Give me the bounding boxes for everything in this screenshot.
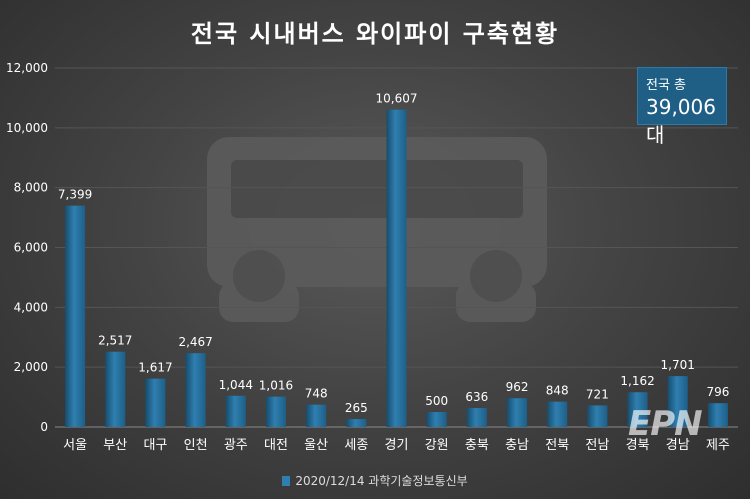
- data-label: 10,607: [376, 92, 418, 106]
- bar: [466, 407, 487, 427]
- x-tick-label: 전북: [545, 438, 569, 453]
- data-label: 2,517: [98, 334, 132, 348]
- bar: [346, 419, 367, 427]
- bar: [306, 404, 327, 427]
- data-label: 796: [706, 385, 729, 399]
- legend-swatch: [282, 476, 291, 486]
- data-label: 2,467: [178, 335, 212, 349]
- data-label: 748: [305, 387, 328, 401]
- total-count-box: 전국 총 39,006대: [637, 67, 727, 147]
- y-tick-label: 10,000: [6, 121, 48, 135]
- data-label: 721: [586, 387, 609, 401]
- bar: [426, 412, 447, 427]
- bar: [587, 405, 608, 427]
- data-label: 1,044: [219, 378, 253, 392]
- data-label: 265: [345, 401, 368, 415]
- y-tick-label: 8,000: [14, 181, 48, 195]
- chart-legend: 2020/12/14 과학기술정보통신부: [0, 472, 750, 489]
- data-label: 1,701: [661, 358, 695, 372]
- x-tick-label: 서울: [63, 438, 87, 453]
- data-label: 848: [546, 384, 569, 398]
- bar: [65, 205, 86, 427]
- y-tick-label: 4,000: [14, 300, 48, 314]
- x-tick-label: 부산: [103, 438, 127, 453]
- x-tick-label: 경남: [666, 438, 690, 453]
- bar: [105, 351, 126, 427]
- data-label: 500: [425, 394, 448, 408]
- x-tick-label: 강원: [425, 438, 449, 453]
- epn-logo: EPN: [628, 404, 703, 444]
- x-tick-label: 경기: [385, 438, 409, 453]
- total-count-label: 전국 총: [646, 78, 687, 93]
- data-label: 1,162: [620, 374, 654, 388]
- data-label: 962: [506, 380, 529, 394]
- bar: [265, 396, 286, 427]
- y-tick-label: 12,000: [6, 61, 48, 75]
- x-tick-label: 울산: [304, 438, 328, 453]
- legend-label: 2020/12/14 과학기술정보통신부: [295, 474, 468, 488]
- data-label: 7,399: [58, 188, 92, 202]
- bar: [667, 376, 688, 427]
- x-tick-label: 충북: [465, 438, 489, 453]
- x-tick-label: 제주: [706, 438, 730, 453]
- y-tick-label: 6,000: [14, 241, 48, 255]
- bar: [547, 401, 568, 427]
- data-label: 1,016: [259, 379, 293, 393]
- bar: [707, 403, 728, 427]
- x-tick-label: 광주: [224, 438, 248, 453]
- y-tick-label: 0: [40, 420, 48, 434]
- y-tick-label: 2,000: [14, 360, 48, 374]
- bar: [145, 378, 166, 427]
- x-tick-label: 전남: [585, 438, 609, 453]
- x-tick-label: 충남: [505, 438, 529, 453]
- bus-icon: [207, 137, 547, 322]
- x-tick-label: 대전: [264, 438, 288, 453]
- x-tick-label: 대구: [143, 438, 167, 453]
- x-tick-label: 인천: [184, 438, 208, 453]
- bar: [225, 395, 246, 427]
- chart-title: 전국 시내버스 와이파이 구축현황: [190, 20, 560, 48]
- bar: [507, 398, 528, 427]
- data-label: 636: [465, 390, 488, 404]
- bar: [386, 109, 407, 427]
- x-tick-label: 경북: [626, 438, 650, 453]
- bar: [627, 392, 648, 427]
- total-count-value: 39,006대: [646, 95, 716, 147]
- x-tick-label: 세종: [344, 438, 368, 453]
- data-label: 1,617: [138, 361, 172, 375]
- bar: [185, 353, 206, 427]
